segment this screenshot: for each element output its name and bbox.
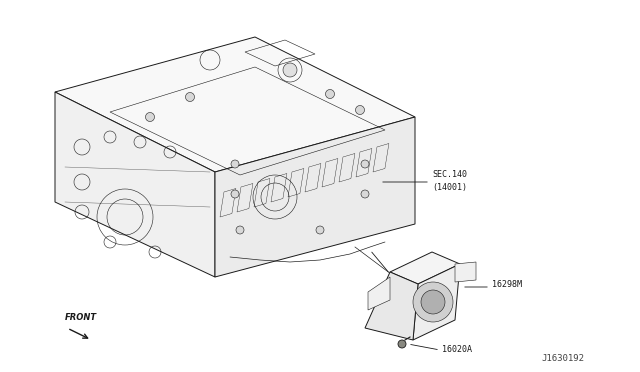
Circle shape (145, 112, 154, 122)
Circle shape (236, 226, 244, 234)
Polygon shape (455, 262, 476, 282)
Circle shape (231, 160, 239, 168)
Circle shape (421, 290, 445, 314)
Polygon shape (368, 277, 390, 310)
Circle shape (355, 106, 365, 115)
Text: (14001): (14001) (432, 183, 467, 192)
Circle shape (231, 190, 239, 198)
Circle shape (316, 226, 324, 234)
Polygon shape (55, 37, 415, 172)
Text: FRONT: FRONT (65, 313, 97, 322)
Polygon shape (390, 252, 460, 284)
Text: 16298M: 16298M (492, 280, 522, 289)
Circle shape (361, 190, 369, 198)
Circle shape (361, 160, 369, 168)
Circle shape (326, 90, 335, 99)
Polygon shape (55, 92, 215, 277)
Polygon shape (215, 117, 415, 277)
Circle shape (186, 93, 195, 102)
Circle shape (398, 340, 406, 348)
Text: 16020A: 16020A (442, 345, 472, 354)
Circle shape (283, 63, 297, 77)
Text: J1630192: J1630192 (541, 354, 585, 363)
Polygon shape (365, 272, 418, 340)
Text: SEC.140: SEC.140 (432, 170, 467, 179)
Polygon shape (413, 264, 460, 340)
Circle shape (413, 282, 453, 322)
